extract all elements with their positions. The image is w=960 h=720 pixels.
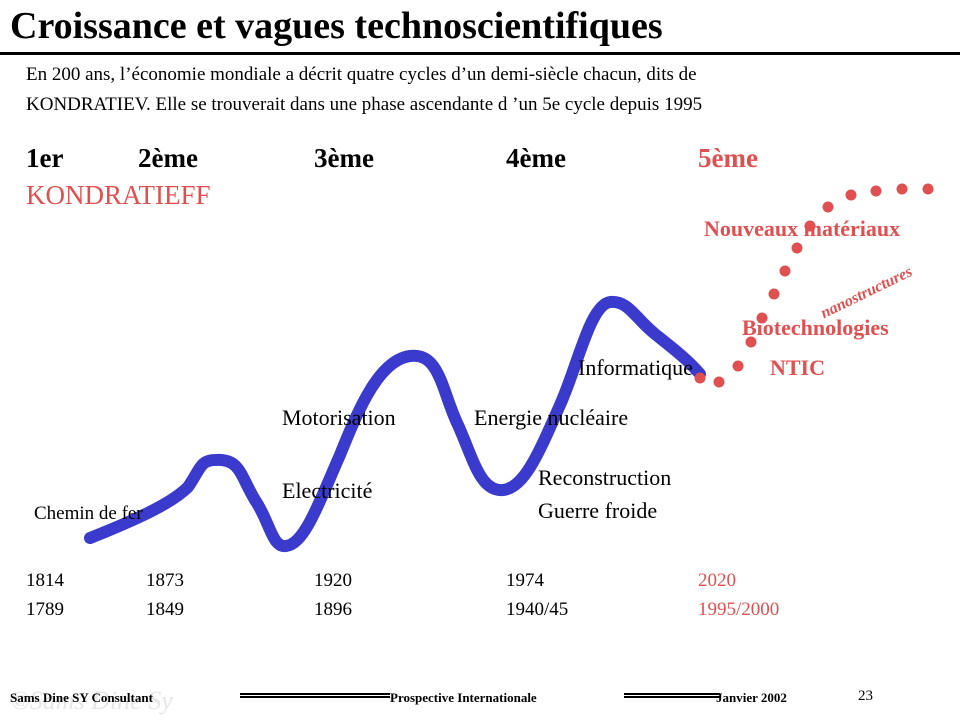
fifth-cycle-dot [745, 336, 757, 348]
fifth-cycle-dot [845, 189, 857, 201]
label-biotechnologies: Biotechnologies [742, 315, 889, 340]
label-informatique: Informatique [578, 355, 693, 380]
year-top-3: 1920 [314, 570, 352, 591]
year-bottom-2: 1849 [146, 599, 184, 620]
copyright-watermark: ©Sams Dine Sy [10, 686, 173, 715]
footer-date: Janvier 2002 [716, 690, 787, 705]
slide-title: Croissance et vagues technoscientifiques [10, 5, 663, 47]
label-nouveaux-materiaux: Nouveaux matériaux [704, 216, 901, 241]
fifth-cycle-dot [804, 220, 816, 232]
cycle-2-label: 2ème [138, 143, 198, 173]
fifth-cycle-dot [756, 312, 768, 324]
kondratieff-label: KONDRATIEFF [26, 180, 211, 210]
fifth-cycle-dot [694, 372, 706, 384]
fifth-cycle-dot [791, 242, 803, 254]
fifth-cycle-dot [732, 360, 744, 372]
label-electricite: Electricité [282, 478, 373, 503]
fifth-cycle-dot [870, 185, 882, 197]
title-underline [0, 52, 960, 55]
cycle-5-label: 5ème [698, 143, 758, 173]
economic-cycle-curve [84, 295, 706, 552]
footer-rule-left [240, 693, 390, 698]
fifth-cycle-dot [922, 183, 934, 195]
footer-title: Prospective Internationale [390, 690, 537, 705]
cycle-4-label: 4ème [506, 143, 566, 173]
label-ntic: NTIC [770, 355, 826, 380]
cycle-3-label: 3ème [314, 143, 374, 173]
fifth-cycle-dotted-curve [694, 183, 934, 388]
label-motorisation: Motorisation [282, 405, 396, 430]
label-energie-nucleaire: Energie nucléaire [474, 405, 629, 430]
footer-consultant: Sams Dine SY Consultant [10, 690, 153, 705]
intro-line-2: KONDRATIEV. Elle se trouverait dans une … [26, 94, 703, 115]
year-top-5: 2020 [698, 570, 736, 591]
page-number: 23 [858, 688, 873, 704]
label-reconstruction: Reconstruction [538, 465, 672, 490]
year-bottom-4: 1940/45 [506, 599, 569, 620]
intro-line-1: En 200 ans, l’économie mondiale a décrit… [26, 64, 697, 85]
fifth-cycle-dot [779, 265, 791, 277]
fifth-cycle-dot [713, 376, 725, 388]
label-chemin-de-fer: Chemin de fer [34, 503, 143, 524]
year-bottom-5: 1995/2000 [698, 599, 780, 620]
year-top-1: 1814 [26, 570, 64, 591]
fifth-cycle-dot [822, 201, 834, 213]
year-bottom-1: 1789 [26, 599, 64, 620]
year-top-4: 1974 [506, 570, 544, 591]
year-top-2: 1873 [146, 570, 184, 591]
label-guerre-froide: Guerre froide [538, 498, 658, 523]
cycle-1-label: 1er [26, 143, 64, 173]
year-bottom-3: 1896 [314, 599, 352, 620]
footer-rule-right [624, 693, 720, 698]
fifth-cycle-dot [768, 288, 780, 300]
fifth-cycle-dot [896, 183, 908, 195]
